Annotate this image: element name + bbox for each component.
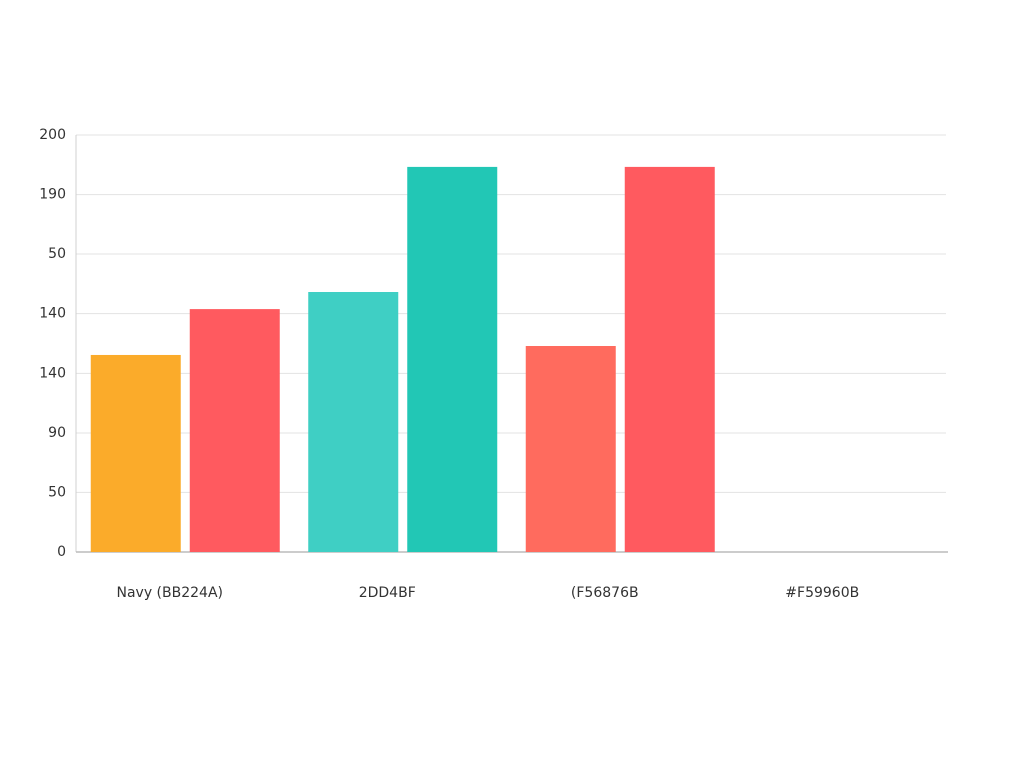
x-tick-label: Navy (BB224A) <box>116 585 223 601</box>
bar <box>525 346 616 552</box>
y-tick-label: 140 <box>39 306 66 322</box>
y-tick-label: 0 <box>57 544 66 560</box>
bar <box>189 309 280 552</box>
y-tick-label: 200 <box>39 127 66 143</box>
y-tick-label: 90 <box>48 425 66 441</box>
x-tick-label: #F59960B <box>785 585 859 601</box>
bar <box>308 292 399 552</box>
y-tick-label: 50 <box>48 484 66 500</box>
bar <box>624 166 715 552</box>
bar <box>407 166 498 552</box>
y-tick-label: 140 <box>39 365 66 381</box>
y-tick-label: 50 <box>48 246 66 262</box>
x-tick-label: 2DD4BF <box>359 585 416 601</box>
x-tick-label: (F56876B <box>571 585 639 601</box>
y-tick-label: 190 <box>39 187 66 203</box>
bar <box>90 354 181 552</box>
